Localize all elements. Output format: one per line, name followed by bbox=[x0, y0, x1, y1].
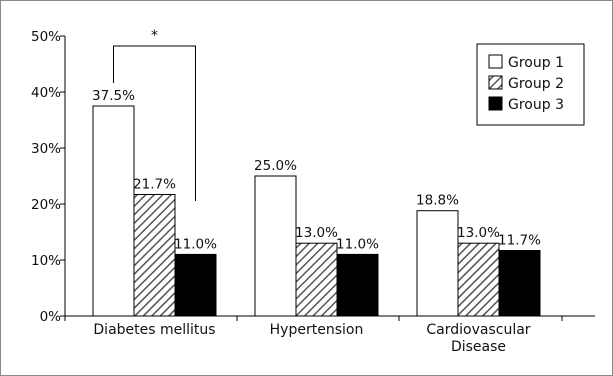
x-category-label: Diabetes mellitus bbox=[93, 322, 215, 338]
bar bbox=[457, 242, 500, 317]
bar bbox=[133, 193, 176, 317]
y-tick-label: 10% bbox=[31, 253, 61, 269]
bar bbox=[416, 210, 459, 317]
data-label: 11.7% bbox=[498, 232, 541, 248]
y-tick-label: 50% bbox=[31, 29, 61, 45]
legend-swatch bbox=[488, 96, 503, 111]
data-label: 18.8% bbox=[416, 193, 459, 209]
significance-bracket bbox=[113, 45, 196, 201]
data-label: 11.0% bbox=[336, 236, 379, 252]
legend-swatch bbox=[488, 54, 503, 69]
legend-label: Group 1 bbox=[508, 55, 564, 71]
legend-label: Group 2 bbox=[508, 76, 564, 92]
bar bbox=[295, 242, 338, 317]
bar bbox=[254, 175, 297, 317]
data-label: 21.7% bbox=[133, 176, 176, 192]
bar bbox=[174, 253, 217, 317]
x-category-label: Cardiovascular bbox=[426, 322, 530, 338]
legend: Group 1 Group 2 Group 3 bbox=[476, 43, 585, 126]
data-label: 37.5% bbox=[92, 88, 135, 104]
data-label: 11.0% bbox=[174, 236, 217, 252]
y-tick-label: 20% bbox=[31, 197, 61, 213]
legend-label: Group 3 bbox=[508, 97, 564, 113]
data-label: 13.0% bbox=[295, 225, 338, 241]
legend-swatch bbox=[488, 75, 503, 90]
y-tick-label: 0% bbox=[40, 309, 62, 325]
bar bbox=[92, 105, 135, 317]
data-label: 25.0% bbox=[254, 158, 297, 174]
bar bbox=[498, 249, 541, 317]
significance-asterisk: * bbox=[151, 28, 158, 44]
x-category-label: Disease bbox=[451, 339, 506, 355]
y-tick-label: 40% bbox=[31, 85, 61, 101]
data-label: 13.0% bbox=[457, 225, 500, 241]
y-tick-label: 30% bbox=[31, 141, 61, 157]
bar bbox=[336, 253, 379, 317]
x-category-label: Hypertension bbox=[270, 322, 364, 338]
plot-area: 0% 10% 20% 30% 40% 50% 37.5% 25.0% 18.8% 21.7% 13.… bbox=[31, 28, 595, 355]
